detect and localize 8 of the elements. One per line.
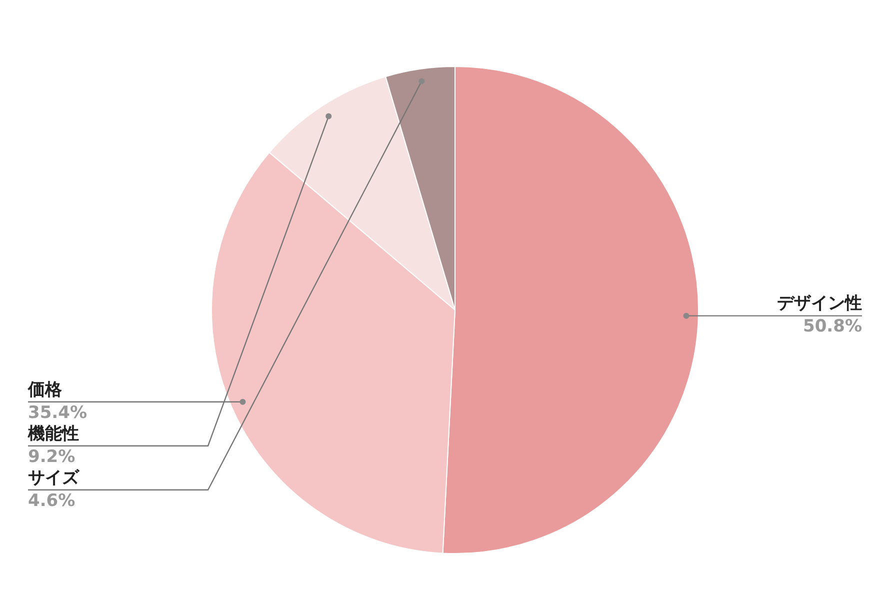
data-label: 9.2%	[28, 446, 76, 467]
data-label: 4.6%	[28, 490, 76, 511]
slice-label: サイズ	[28, 468, 80, 488]
slice-label: 機能性	[27, 424, 79, 444]
data-label: 35.4%	[28, 402, 87, 423]
data-label: 50.8%	[803, 316, 862, 337]
slice-label: 価格	[27, 380, 63, 400]
slice-label: デザイン性	[777, 294, 862, 314]
